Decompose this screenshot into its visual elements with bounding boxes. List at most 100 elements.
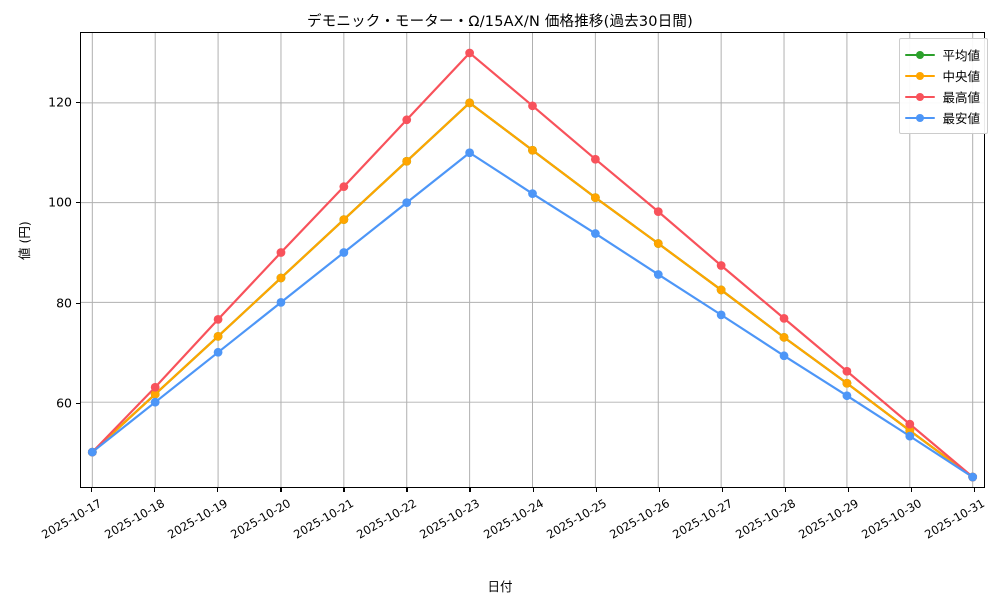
- series-line: [91, 101, 974, 479]
- x-tick-label: 2025-10-23: [417, 496, 483, 542]
- data-point-marker: [528, 189, 537, 199]
- data-point-marker: [590, 229, 600, 238]
- series-line: [91, 101, 974, 479]
- series-lines: [87, 48, 978, 482]
- legend-dot-icon: [916, 50, 925, 59]
- x-tick-label: 2025-10-18: [102, 496, 168, 542]
- data-point-marker: [465, 48, 475, 58]
- x-tick-label: 2025-10-20: [228, 496, 294, 542]
- x-tick-mark: [217, 488, 219, 492]
- x-tick-mark: [469, 488, 471, 492]
- legend-label: 最安値: [942, 111, 980, 126]
- data-point-marker: [779, 351, 789, 361]
- data-point-marker: [716, 310, 726, 320]
- y-tick-mark: [76, 102, 80, 104]
- data-point-marker: [339, 182, 349, 192]
- x-tick-mark: [658, 488, 660, 492]
- x-tick-label: 2025-10-28: [732, 496, 798, 542]
- data-point-marker: [402, 156, 412, 166]
- x-tick-mark: [532, 488, 534, 492]
- data-point-marker: [653, 239, 663, 248]
- y-tick-mark: [76, 302, 80, 304]
- x-tick-mark: [343, 488, 345, 492]
- legend-swatch-icon: [905, 112, 936, 124]
- chart-legend[interactable]: 平均値中央値最高値最安値: [899, 38, 988, 134]
- legend-item-1[interactable]: 平均値: [905, 44, 980, 65]
- legend-item-3[interactable]: 最高値: [905, 86, 980, 107]
- x-tick-label: 2025-10-22: [354, 496, 420, 542]
- data-point-marker: [276, 273, 286, 283]
- data-point-marker: [905, 431, 915, 441]
- y-tick-mark: [76, 402, 80, 404]
- y-tick-mark: [76, 202, 80, 204]
- x-tick-mark: [154, 488, 156, 492]
- y-tick-label: 60: [56, 395, 72, 411]
- legend-label: 平均値: [942, 48, 980, 63]
- data-point-marker: [402, 198, 412, 208]
- data-point-marker: [653, 207, 663, 216]
- legend-label: 最高値: [942, 90, 980, 105]
- x-tick-mark: [91, 488, 93, 492]
- x-tick-label: 2025-10-25: [543, 496, 609, 542]
- x-tick-label: 2025-10-31: [921, 496, 987, 542]
- x-tick-mark: [910, 488, 912, 492]
- data-point-marker: [213, 347, 223, 357]
- data-point-marker: [905, 419, 915, 429]
- data-point-marker: [590, 154, 600, 164]
- data-point-marker: [465, 98, 475, 108]
- y-tick-label: 100: [48, 194, 72, 210]
- data-point-marker: [590, 193, 600, 203]
- x-tick-label: 2025-10-17: [39, 496, 105, 542]
- data-point-marker: [528, 145, 537, 155]
- data-point-marker: [339, 248, 349, 257]
- x-tick-mark: [847, 488, 849, 492]
- data-point-marker: [213, 314, 223, 324]
- x-tick-label: 2025-10-26: [606, 496, 672, 542]
- series-line: [91, 151, 974, 479]
- legend-swatch-icon: [905, 49, 936, 61]
- x-tick-mark: [721, 488, 723, 492]
- x-tick-label: 2025-10-19: [165, 496, 231, 542]
- x-tick-label: 2025-10-21: [291, 496, 357, 542]
- x-tick-mark: [595, 488, 597, 492]
- legend-item-2[interactable]: 中央値: [905, 65, 980, 86]
- data-point-marker: [465, 148, 475, 158]
- data-point-marker: [528, 101, 537, 111]
- data-point-marker: [716, 261, 726, 270]
- x-tick-label: 2025-10-24: [480, 496, 546, 542]
- legend-swatch-icon: [905, 91, 936, 103]
- legend-dot-icon: [916, 71, 925, 80]
- data-point-marker: [276, 298, 286, 307]
- data-point-marker: [339, 215, 349, 224]
- y-tick-label: 80: [56, 295, 72, 311]
- x-axis-label: 日付: [487, 579, 513, 594]
- x-tick-label: 2025-10-30: [858, 496, 924, 542]
- data-point-marker: [150, 397, 160, 407]
- data-point-marker: [842, 391, 852, 401]
- data-point-marker: [779, 332, 789, 342]
- x-tick-label: 2025-10-27: [669, 496, 735, 542]
- y-axis-label: 値 (円): [17, 221, 32, 260]
- legend-dot-icon: [916, 113, 925, 122]
- legend-dot-icon: [916, 92, 925, 101]
- x-tick-mark: [280, 488, 282, 492]
- x-tick-label: 2025-10-29: [795, 496, 861, 542]
- chart-title: デモニック・モーター・Ω/15AX/N 価格推移(過去30日間): [307, 14, 693, 30]
- data-point-marker: [276, 248, 286, 257]
- series-line: [91, 51, 974, 479]
- data-point-marker: [716, 285, 726, 295]
- data-point-marker: [87, 447, 97, 457]
- x-tick-mark: [973, 488, 975, 492]
- x-tick-mark: [406, 488, 408, 492]
- data-point-marker: [842, 378, 852, 388]
- data-point-marker: [968, 472, 978, 482]
- legend-item-4[interactable]: 最安値: [905, 107, 980, 128]
- data-point-marker: [653, 270, 663, 279]
- x-tick-mark: [784, 488, 786, 492]
- legend-swatch-icon: [905, 70, 936, 82]
- legend-label: 中央値: [942, 69, 980, 84]
- data-point-marker: [150, 389, 160, 399]
- data-point-marker: [150, 382, 160, 392]
- data-point-marker: [402, 115, 412, 125]
